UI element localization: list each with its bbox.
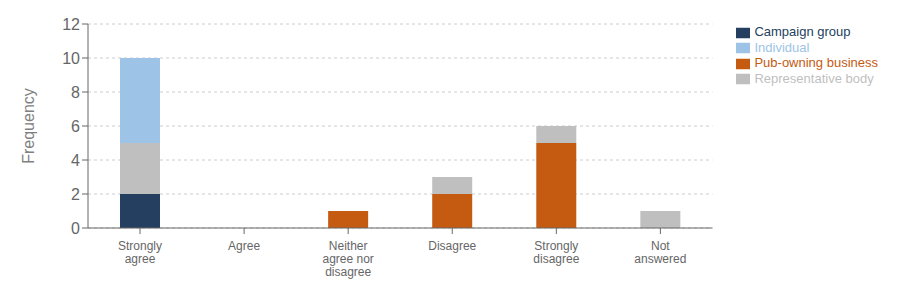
svg-text:Stronglydisagree: Stronglydisagree xyxy=(533,239,579,266)
svg-text:10: 10 xyxy=(62,50,80,67)
svg-text:Frequency: Frequency xyxy=(20,88,37,164)
svg-text:2: 2 xyxy=(71,186,80,203)
svg-text:Agree: Agree xyxy=(228,239,260,253)
svg-text:4: 4 xyxy=(71,152,80,169)
html-text:Pub-owning business: Pub-owning business xyxy=(754,55,878,71)
svg-text:Notanswered: Notanswered xyxy=(634,239,686,266)
svg-text:Disagree: Disagree xyxy=(428,239,476,253)
svg-text:8: 8 xyxy=(71,84,80,101)
svg-text:Neitheragree nordisagree: Neitheragree nordisagree xyxy=(322,239,373,279)
html-text:Representative body: Representative body xyxy=(754,70,874,86)
html-text:Individual: Individual xyxy=(754,39,810,55)
html-text:Campaign group: Campaign group xyxy=(754,24,851,39)
svg-text:12: 12 xyxy=(62,16,80,33)
svg-text:6: 6 xyxy=(71,118,80,135)
svg-text:Stronglyagree: Stronglyagree xyxy=(118,239,162,266)
svg-text:0: 0 xyxy=(71,220,80,237)
